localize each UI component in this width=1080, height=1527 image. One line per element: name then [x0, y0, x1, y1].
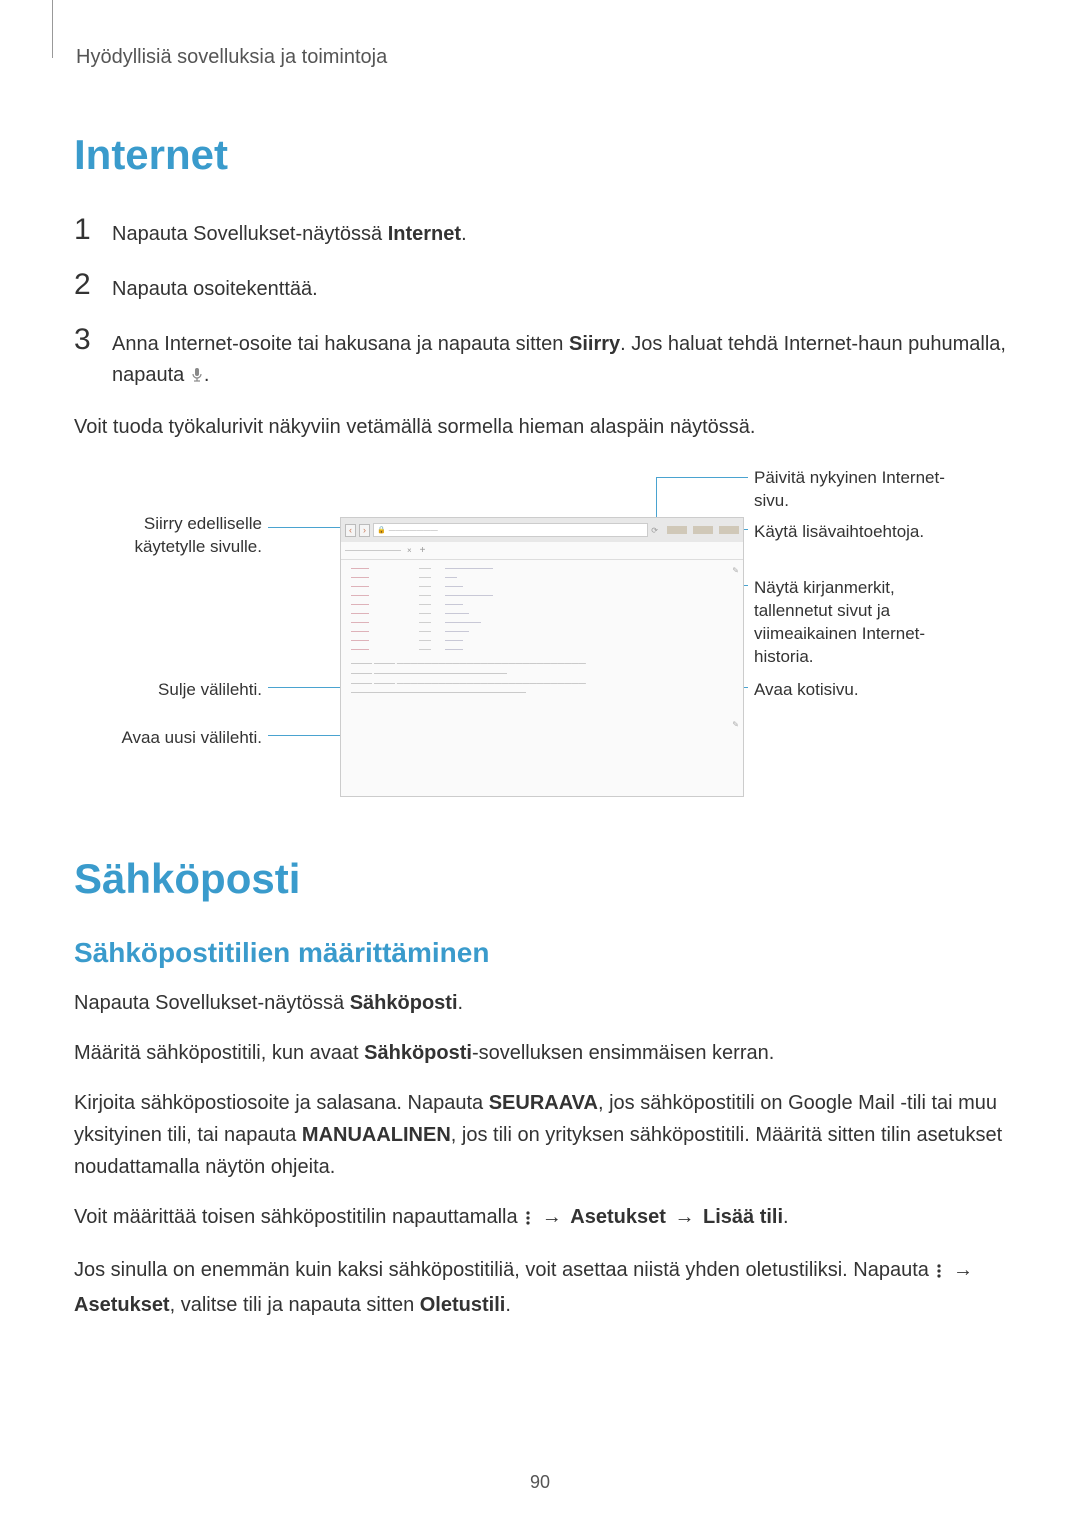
label-back: Siirry edelliselle käytetylle sivulle.	[74, 513, 262, 559]
content-row: —————————	[351, 611, 733, 617]
tab-label[interactable]: ————————	[345, 547, 401, 554]
bold-segment: Siirry	[569, 333, 620, 355]
new-tab-icon[interactable]: +	[420, 545, 426, 556]
arrow-text: →	[947, 1259, 973, 1281]
reload-icon[interactable]: ⟳	[651, 526, 658, 535]
step-text: Napauta osoitekenttää.	[112, 268, 318, 305]
callout-line	[656, 477, 748, 478]
text-segment: Jos sinulla on enemmän kuin kaksi sähköp…	[74, 1259, 934, 1281]
internet-after-text: Voit tuoda työkalurivit näkyviin vetämäl…	[74, 411, 1006, 443]
email-p2: Määritä sähköpostitili, kun avaat Sähköp…	[74, 1037, 1006, 1069]
bookmarks-button[interactable]	[693, 526, 713, 534]
email-p4: Voit määrittää toisen sähköpostitilin na…	[74, 1201, 1006, 1236]
content-row: ————————	[351, 647, 733, 653]
kebab-menu-icon	[936, 1257, 942, 1289]
content-row: ————————	[351, 638, 733, 644]
email-p5: Jos sinulla on enemmän kuin kaksi sähköp…	[74, 1254, 1006, 1321]
step-2: 2 Napauta osoitekenttää.	[74, 268, 1006, 305]
bold-segment: Oletustili	[420, 1294, 506, 1316]
address-text: ———————	[389, 527, 438, 534]
text-segment: .	[204, 364, 210, 386]
edit-icon: ✎	[732, 720, 739, 729]
microphone-icon	[190, 362, 204, 393]
label-refresh: Päivitä nykyinen Internet-sivu.	[754, 467, 954, 513]
browser-page-content: ✎ ——————————————————————————————————————…	[341, 560, 743, 796]
step-1: 1 Napauta Sovellukset-näytössä Internet.	[74, 213, 1006, 250]
page-content: Hyödyllisiä sovelluksia ja toimintoja In…	[0, 0, 1080, 1321]
email-p1: Napauta Sovellukset-näytössä Sähköposti.	[74, 987, 1006, 1019]
label-bookmarks: Näytä kirjanmerkit, tallennetut sivut ja…	[754, 577, 954, 669]
bold-segment: Sähköposti	[350, 992, 458, 1014]
label-close-tab: Sulje välilehti.	[74, 679, 262, 702]
content-row: ————————	[351, 602, 733, 608]
bold-segment: Lisää tili	[703, 1206, 783, 1228]
text-segment: Napauta Sovellukset-näytössä	[74, 992, 350, 1014]
browser-diagram: Päivitä nykyinen Internet-sivu. Käytä li…	[74, 461, 1006, 801]
bold-segment: MANUAALINEN	[302, 1124, 451, 1146]
internet-heading: Internet	[74, 131, 1006, 179]
address-bar[interactable]: 🔒 ———————	[373, 523, 648, 537]
text-segment: .	[458, 992, 464, 1014]
breadcrumb: Hyödyllisiä sovelluksia ja toimintoja	[76, 46, 1006, 69]
arrow-text: →	[669, 1206, 700, 1228]
email-heading: Sähköposti	[74, 855, 1006, 903]
bold-segment: Sähköposti	[364, 1042, 472, 1064]
back-button[interactable]: ‹	[345, 524, 356, 537]
bold-segment: SEURAAVA	[489, 1092, 598, 1114]
label-options: Käytä lisävaihtoehtoja.	[754, 521, 954, 544]
toolbar-right-items	[667, 526, 739, 534]
text-segment: .	[505, 1294, 511, 1316]
step-3: 3 Anna Internet-osoite tai hakusana ja n…	[74, 323, 1006, 393]
close-tab-icon[interactable]: ×	[407, 546, 412, 555]
bold-segment: Asetukset	[74, 1294, 170, 1316]
page-number: 90	[0, 1472, 1080, 1493]
callout-line	[268, 527, 348, 528]
label-home: Avaa kotisivu.	[754, 679, 954, 702]
text-segment: , valitse tili ja napauta sitten	[170, 1294, 420, 1316]
browser-toolbar: ‹ › 🔒 ——————— ⟳	[341, 518, 743, 542]
text-segment: Napauta Sovellukset-näytössä	[112, 223, 388, 245]
forward-button[interactable]: ›	[359, 524, 370, 537]
lock-icon: 🔒	[377, 526, 386, 534]
step-number: 2	[74, 268, 112, 301]
step-number: 3	[74, 323, 112, 356]
home-button[interactable]	[667, 526, 687, 534]
content-row: —————————	[351, 629, 733, 635]
bold-segment: Asetukset	[570, 1206, 666, 1228]
email-p3: Kirjoita sähköpostiosoite ja salasana. N…	[74, 1087, 1006, 1183]
text-segment: .	[461, 223, 467, 245]
content-row: —————————————	[351, 566, 733, 572]
kebab-menu-icon	[525, 1204, 531, 1236]
browser-tab-bar: ———————— × +	[341, 542, 743, 560]
bold-segment: Internet	[388, 223, 461, 245]
content-paragraph: ——— ——— ——————————————————————————— ——— …	[351, 659, 733, 698]
content-row: ————————	[351, 584, 733, 590]
text-segment: Määritä sähköpostitili, kun avaat	[74, 1042, 364, 1064]
text-segment: .	[783, 1206, 789, 1228]
text-segment: Anna Internet-osoite tai hakusana ja nap…	[112, 333, 569, 355]
content-row: ———————	[351, 575, 733, 581]
text-segment: -sovelluksen ensimmäisen kerran.	[472, 1042, 774, 1064]
content-row: —————————————	[351, 593, 733, 599]
step-text: Napauta Sovellukset-näytössä Internet.	[112, 213, 467, 250]
email-subheading: Sähköpostitilien määrittäminen	[74, 937, 1006, 969]
step-number: 1	[74, 213, 112, 246]
text-segment: Kirjoita sähköpostiosoite ja salasana. N…	[74, 1092, 489, 1114]
step-text: Anna Internet-osoite tai hakusana ja nap…	[112, 323, 1006, 393]
content-row: ———————————	[351, 620, 733, 626]
label-new-tab: Avaa uusi välilehti.	[74, 727, 262, 750]
browser-screenshot: ‹ › 🔒 ——————— ⟳ ———————— × + ✎	[340, 517, 744, 797]
edit-icon: ✎	[732, 566, 739, 575]
menu-button[interactable]	[719, 526, 739, 534]
text-segment: Voit määrittää toisen sähköpostitilin na…	[74, 1206, 523, 1228]
arrow-text: →	[536, 1206, 567, 1228]
internet-steps-list: 1 Napauta Sovellukset-näytössä Internet.…	[74, 213, 1006, 393]
